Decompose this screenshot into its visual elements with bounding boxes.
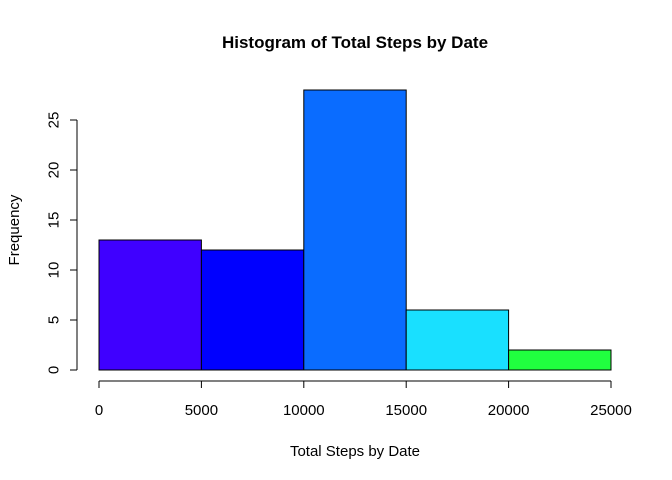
x-tick-label-4: 20000 — [488, 402, 530, 419]
histogram-bar-1 — [200, 249, 305, 371]
y-axis-label: Frequency — [6, 194, 23, 265]
chart-title: Histogram of Total Steps by Date — [222, 33, 488, 52]
y-axis: 0 5 10 15 20 25 — [46, 112, 78, 374]
histogram-bar-2 — [303, 89, 407, 371]
bars-group — [98, 89, 612, 371]
y-tick-label-0: 0 — [46, 366, 63, 374]
x-axis-label: Total Steps by Date — [290, 443, 420, 460]
y-tick-label-4: 20 — [46, 162, 63, 179]
y-tick-label-3: 15 — [46, 212, 63, 229]
x-axis: 0 5000 10000 15000 20000 25000 — [95, 380, 632, 419]
x-tick-label-2: 10000 — [283, 402, 325, 419]
histogram-bar-0 — [98, 239, 202, 371]
x-tick-label-1: 5000 — [185, 402, 218, 419]
histogram-bar-3 — [405, 309, 510, 371]
x-tick-label-0: 0 — [95, 402, 103, 419]
y-tick-label-5: 25 — [46, 112, 63, 129]
x-tick-label-3: 15000 — [385, 402, 427, 419]
histogram-bar-4 — [508, 349, 612, 371]
y-tick-label-1: 5 — [46, 316, 63, 324]
y-tick-label-2: 10 — [46, 262, 63, 279]
x-tick-label-5: 25000 — [590, 402, 632, 419]
